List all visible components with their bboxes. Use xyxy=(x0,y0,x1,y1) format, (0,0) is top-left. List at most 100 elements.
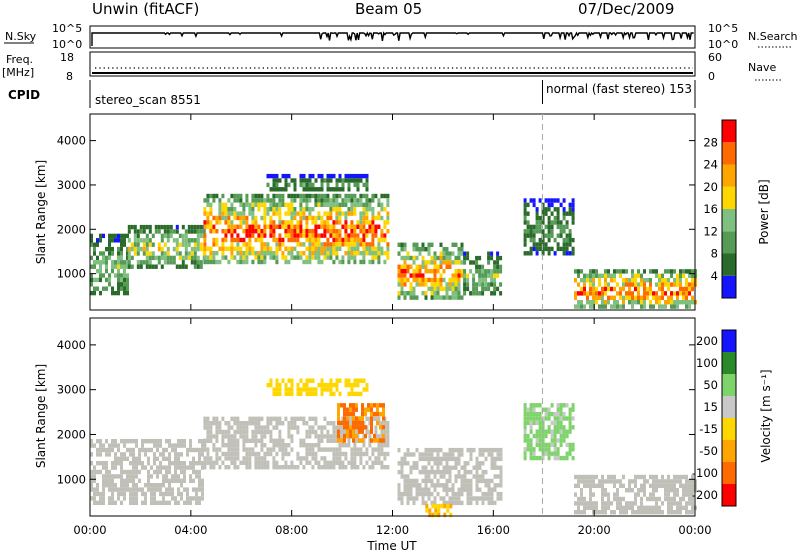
power-cell xyxy=(212,193,216,199)
power-cell xyxy=(377,255,381,260)
power-cell xyxy=(577,304,580,309)
velocity-cell xyxy=(135,439,138,444)
velocity-cell xyxy=(571,425,575,430)
power-cell xyxy=(383,193,387,199)
power-cell xyxy=(643,286,646,292)
velocity-cell xyxy=(138,487,141,492)
power-colorbar-tick: 28 xyxy=(703,135,718,149)
power-cell xyxy=(371,224,375,229)
power-cell xyxy=(111,260,114,265)
velocity-cell xyxy=(475,461,479,466)
velocity-cell xyxy=(538,425,542,430)
power-cell xyxy=(571,220,575,225)
power-cell xyxy=(436,291,440,296)
velocity-cell xyxy=(287,465,291,470)
velocity-cell xyxy=(343,425,346,430)
power-cell xyxy=(245,255,249,260)
velocity-cell xyxy=(370,411,373,417)
velocity-cell xyxy=(565,416,569,421)
velocity-cell xyxy=(655,505,658,510)
velocity-cell xyxy=(469,447,473,453)
power-cell xyxy=(209,255,213,260)
power-cell xyxy=(199,224,203,230)
velocity-cell xyxy=(156,439,159,444)
velocity-cell xyxy=(616,479,619,484)
power-cell xyxy=(248,233,252,238)
velocity-cell xyxy=(281,451,285,457)
velocity-cell xyxy=(126,439,129,444)
power-cell xyxy=(634,282,637,287)
velocity-cell xyxy=(245,465,249,470)
velocity-cell xyxy=(156,465,159,470)
velocity-cell xyxy=(409,487,413,492)
power-cell xyxy=(230,211,234,216)
velocity-cell xyxy=(490,456,494,462)
power-cell xyxy=(284,259,288,265)
velocity-cell xyxy=(296,416,300,421)
velocity-cell xyxy=(320,447,324,452)
velocity-cell xyxy=(153,487,156,492)
velocity-cell xyxy=(239,421,243,426)
power-cell xyxy=(190,255,194,261)
velocity-cell xyxy=(478,461,482,466)
power-cell xyxy=(380,237,384,243)
velocity-cell xyxy=(189,443,192,448)
velocity-cell xyxy=(332,391,336,397)
velocity-cell xyxy=(658,505,661,510)
power-cell xyxy=(619,273,622,278)
velocity-cell xyxy=(565,455,569,461)
velocity-cell xyxy=(296,387,300,392)
power-cell xyxy=(490,255,494,261)
power-cell xyxy=(445,251,449,256)
power-cell xyxy=(287,182,291,188)
velocity-cell xyxy=(347,438,351,443)
power-cell xyxy=(302,233,306,238)
power-cell xyxy=(368,207,372,212)
power-cell xyxy=(90,242,93,247)
power-cell xyxy=(166,260,170,265)
velocity-cell xyxy=(317,382,321,388)
power-cell xyxy=(478,264,482,270)
velocity-cell xyxy=(580,492,583,497)
velocity-cell xyxy=(445,491,449,497)
velocity-cell xyxy=(150,439,153,444)
velocity-cell xyxy=(529,429,533,434)
power-cell xyxy=(114,273,117,278)
velocity-cell xyxy=(99,443,102,448)
power-cell xyxy=(613,286,616,292)
power-cell xyxy=(172,255,176,261)
power-cell xyxy=(380,233,384,238)
power-cell xyxy=(293,233,297,238)
power-cell xyxy=(490,273,494,278)
velocity-cell xyxy=(326,429,330,435)
velocity-cell xyxy=(541,438,545,443)
power-cell xyxy=(209,251,213,256)
velocity-cell xyxy=(628,505,631,510)
power-cell xyxy=(114,290,117,296)
power-cell xyxy=(203,246,207,251)
power-cell xyxy=(403,295,407,300)
power-cell xyxy=(212,242,216,247)
velocity-cell xyxy=(643,510,646,515)
power-cell xyxy=(139,238,143,243)
velocity-cell xyxy=(434,512,438,518)
velocity-cell xyxy=(443,512,447,518)
velocity-cell xyxy=(370,429,373,434)
velocity-cell xyxy=(484,496,488,501)
velocity-cell xyxy=(556,438,560,443)
velocity-cell xyxy=(526,416,530,421)
velocity-cell xyxy=(341,443,345,448)
power-cell xyxy=(278,242,282,247)
power-cell xyxy=(117,251,120,256)
velocity-cell xyxy=(293,465,297,470)
power-cell xyxy=(556,207,560,212)
power-cell xyxy=(403,264,407,269)
power-cell xyxy=(236,246,240,251)
velocity-cell xyxy=(377,416,381,421)
velocity-cell xyxy=(370,420,373,426)
power-cell xyxy=(344,224,348,229)
velocity-cell xyxy=(272,443,276,448)
power-cell xyxy=(251,215,255,221)
power-cell xyxy=(254,198,258,203)
velocity-cell xyxy=(481,447,485,453)
